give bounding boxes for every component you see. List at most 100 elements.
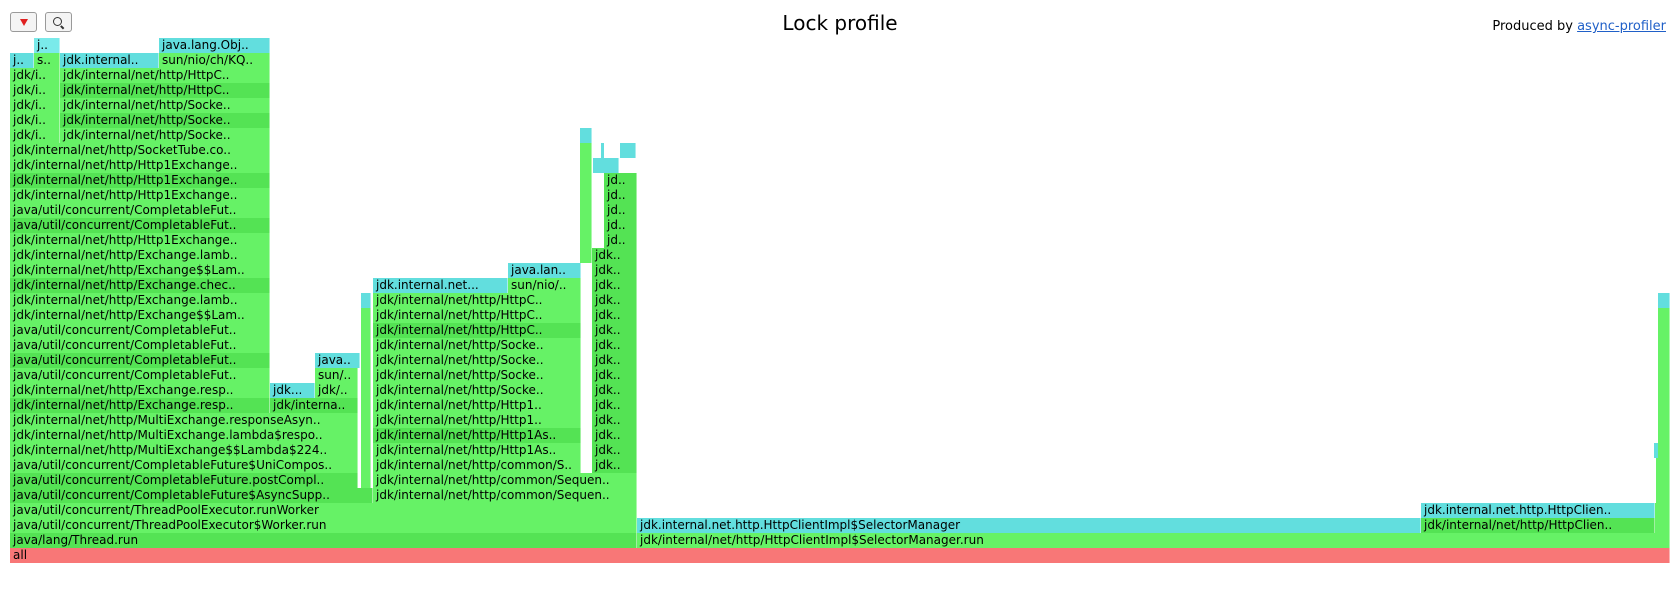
flame-frame[interactable] <box>580 173 592 188</box>
flame-frame[interactable]: jdk.. <box>592 368 637 383</box>
flame-frame[interactable]: jd.. <box>604 218 637 233</box>
flame-frame[interactable]: jd.. <box>604 203 637 218</box>
flame-frame[interactable]: jdk/internal/net/http/Http1.. <box>373 398 581 413</box>
flame-frame[interactable] <box>1658 353 1670 368</box>
flame-frame[interactable]: jdk/interna.. <box>270 398 358 413</box>
flame-frame[interactable]: jdk/internal/net/http/Socke.. <box>373 383 581 398</box>
flame-frame[interactable]: jdk/internal/net/http/Http1Exchange.. <box>10 233 270 248</box>
flame-frame[interactable]: jdk/internal/net/http/HttpC.. <box>373 308 581 323</box>
flame-frame[interactable] <box>361 338 371 353</box>
async-profiler-link[interactable]: async-profiler <box>1577 19 1666 34</box>
flame-frame[interactable]: jd.. <box>604 173 637 188</box>
flame-frame[interactable] <box>580 233 592 248</box>
flame-frame[interactable] <box>1655 503 1670 518</box>
flame-frame[interactable]: jdk/i.. <box>10 128 60 143</box>
flame-frame[interactable]: jdk/internal/net/http/Exchange.resp.. <box>10 383 270 398</box>
search-button[interactable] <box>45 12 72 32</box>
flame-frame[interactable]: jdk.. <box>592 338 637 353</box>
flame-frame[interactable]: jd.. <box>604 188 637 203</box>
flame-frame[interactable] <box>580 188 592 203</box>
flame-frame[interactable]: jdk/internal/net/http/SocketTube.co.. <box>10 143 270 158</box>
flame-frame[interactable]: jdk/internal/net/http/Http1As.. <box>373 443 581 458</box>
flame-frame[interactable] <box>361 293 371 308</box>
flame-frame[interactable]: jdk/internal/net/http/Exchange.lamb.. <box>10 248 270 263</box>
flame-frame[interactable]: java/util/concurrent/CompletableFuture$U… <box>10 458 358 473</box>
flame-frame[interactable]: java/util/concurrent/ThreadPoolExecutor$… <box>10 518 637 533</box>
flame-frame[interactable]: j.. <box>34 38 60 53</box>
flame-frame[interactable] <box>1658 308 1670 323</box>
flame-frame[interactable]: jdk/internal/net/http/Http1As.. <box>373 428 581 443</box>
flame-frame[interactable] <box>1658 293 1670 308</box>
flame-frame[interactable]: jdk.. <box>592 413 637 428</box>
flame-frame[interactable]: jdk/internal/net/http/Socke.. <box>60 98 270 113</box>
flame-frame[interactable]: jdk.. <box>592 323 637 338</box>
flame-frame[interactable] <box>580 218 592 233</box>
flame-frame[interactable] <box>361 458 371 473</box>
flame-frame[interactable] <box>361 443 371 458</box>
flame-frame[interactable]: jdk/internal/net/http/common/Sequen.. <box>373 473 637 488</box>
flame-frame[interactable]: java/util/concurrent/CompletableFuture.p… <box>10 473 358 488</box>
flame-frame[interactable]: s.. <box>34 53 60 68</box>
flame-frame[interactable] <box>361 323 371 338</box>
flame-frame[interactable]: jdk/i.. <box>10 83 60 98</box>
flame-frame[interactable] <box>580 158 592 173</box>
flame-frame[interactable]: jdk.. <box>592 278 637 293</box>
flame-frame[interactable] <box>1655 518 1670 533</box>
flame-frame[interactable] <box>361 383 371 398</box>
flame-frame[interactable] <box>580 203 592 218</box>
flame-frame[interactable]: jdk/internal/net/http/Http1Exchange.. <box>10 173 270 188</box>
flame-frame[interactable]: jdk/internal/net/http/Exchange.lamb.. <box>10 293 270 308</box>
flame-frame[interactable] <box>1656 473 1670 488</box>
flame-frame[interactable]: java/util/concurrent/CompletableFut.. <box>10 368 270 383</box>
flame-frame[interactable]: all <box>10 548 1670 563</box>
flame-frame[interactable]: jdk.. <box>592 458 637 473</box>
flame-frame[interactable]: java.lan.. <box>508 263 581 278</box>
flame-frame[interactable] <box>580 248 592 263</box>
flame-frame[interactable]: jdk.. <box>592 428 637 443</box>
flame-frame[interactable]: jdk/.. <box>315 383 358 398</box>
flame-frame[interactable] <box>1658 413 1670 428</box>
flame-frame[interactable]: jdk/internal/net/http/Http1Exchange.. <box>10 158 270 173</box>
flame-frame[interactable] <box>601 143 604 158</box>
flame-frame[interactable] <box>620 143 636 158</box>
flame-frame[interactable]: java/util/concurrent/CompletableFut.. <box>10 338 270 353</box>
flame-frame[interactable]: jdk.. <box>592 383 637 398</box>
flame-frame[interactable]: jdk/internal/net/http/common/Sequen.. <box>373 488 637 503</box>
flame-frame[interactable]: sun/nio/ch/KQ.. <box>159 53 270 68</box>
flame-frame[interactable] <box>1654 443 1658 458</box>
flame-frame[interactable]: jdk/internal/net/http/Socke.. <box>373 368 581 383</box>
flame-frame[interactable]: jdk/i.. <box>10 98 60 113</box>
flame-frame[interactable] <box>580 128 592 143</box>
reverse-button[interactable] <box>10 12 37 32</box>
flame-frame[interactable]: jdk.. <box>592 353 637 368</box>
flame-frame[interactable]: jdk/internal/net/http/HttpC.. <box>373 293 581 308</box>
flame-frame[interactable] <box>1658 428 1670 443</box>
flame-frame[interactable] <box>1656 488 1670 503</box>
flame-frame[interactable]: java.lang.Obj.. <box>159 38 270 53</box>
flame-frame[interactable] <box>1658 383 1670 398</box>
flame-frame[interactable] <box>361 473 371 488</box>
flame-frame[interactable] <box>361 368 371 383</box>
flame-frame[interactable] <box>361 428 371 443</box>
flame-frame[interactable] <box>361 308 371 323</box>
flame-frame[interactable]: jdk/internal/net/http/MultiExchange.lamb… <box>10 428 358 443</box>
flame-frame[interactable]: jdk.internal.net.http.HttpClien.. <box>1421 503 1655 518</box>
flame-frame[interactable]: java/util/concurrent/CompletableFut.. <box>10 323 270 338</box>
flame-frame[interactable]: jdk.internal.net... <box>373 278 508 293</box>
flame-frame[interactable]: jdk/internal/net/http/MultiExchange.resp… <box>10 413 358 428</box>
flame-frame[interactable] <box>1658 323 1670 338</box>
flame-frame[interactable]: java/lang/Thread.run <box>10 533 637 548</box>
flame-frame[interactable]: jdk/internal/net/http/Socke.. <box>373 353 581 368</box>
flame-frame[interactable] <box>1658 368 1670 383</box>
flame-frame[interactable]: jd.. <box>604 233 637 248</box>
flame-frame[interactable]: java/util/concurrent/ThreadPoolExecutor.… <box>10 503 637 518</box>
flame-frame[interactable]: java/util/concurrent/CompletableFut.. <box>10 218 270 233</box>
flame-frame[interactable]: jdk/internal/net/http/Exchange.resp.. <box>10 398 270 413</box>
flame-frame[interactable]: j.. <box>10 53 34 68</box>
flame-frame[interactable]: java.. <box>315 353 360 368</box>
flame-frame[interactable]: jdk/i.. <box>10 113 60 128</box>
flame-frame[interactable]: jdk.. <box>592 263 637 278</box>
flame-frame[interactable]: jdk/i.. <box>10 68 60 83</box>
flame-frame[interactable]: jdk.internal.net.http.HttpClientImpl$Sel… <box>637 518 1421 533</box>
flame-frame[interactable]: jdk/internal/net/http/Socke.. <box>60 128 270 143</box>
